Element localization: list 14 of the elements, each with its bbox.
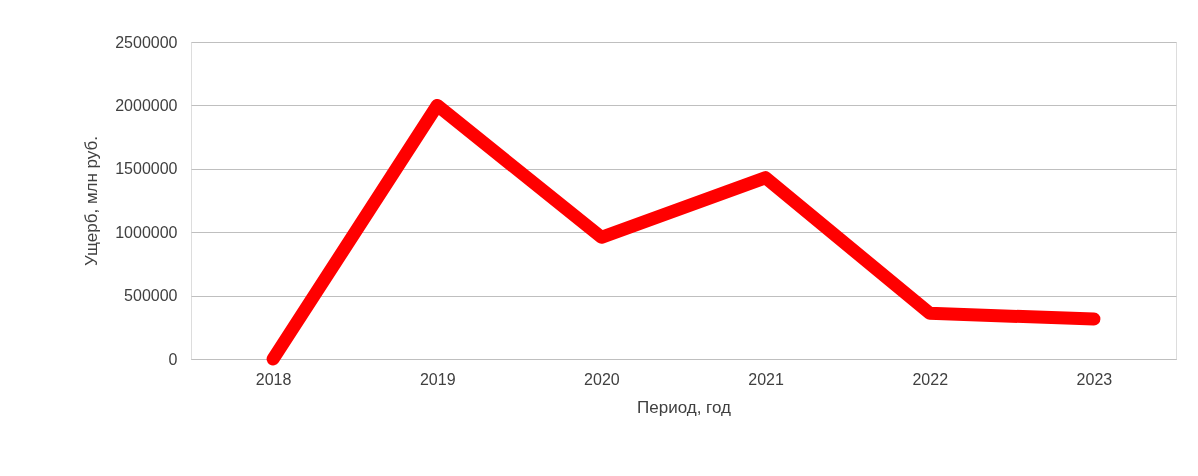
x-tick-label: 2022 [912, 370, 949, 388]
x-tick-label: 2023 [1076, 370, 1113, 388]
x-tick-label: 2021 [748, 370, 784, 388]
y-tick-label: 2000000 [115, 96, 178, 114]
y-tick-label: 2500000 [115, 33, 178, 51]
x-axis-title: Период, год [637, 397, 732, 417]
y-tick-label: 0 [168, 350, 178, 368]
x-tick-label: 2018 [255, 370, 292, 388]
y-axis-title: Ущерб, млн руб. [82, 135, 102, 267]
y-tick-label: 500000 [124, 287, 178, 305]
x-tick-label: 2019 [419, 370, 456, 388]
y-tick-label: 1500000 [115, 160, 178, 178]
x-tick-label: 2020 [584, 370, 620, 388]
y-tick-label: 1000000 [115, 223, 178, 241]
